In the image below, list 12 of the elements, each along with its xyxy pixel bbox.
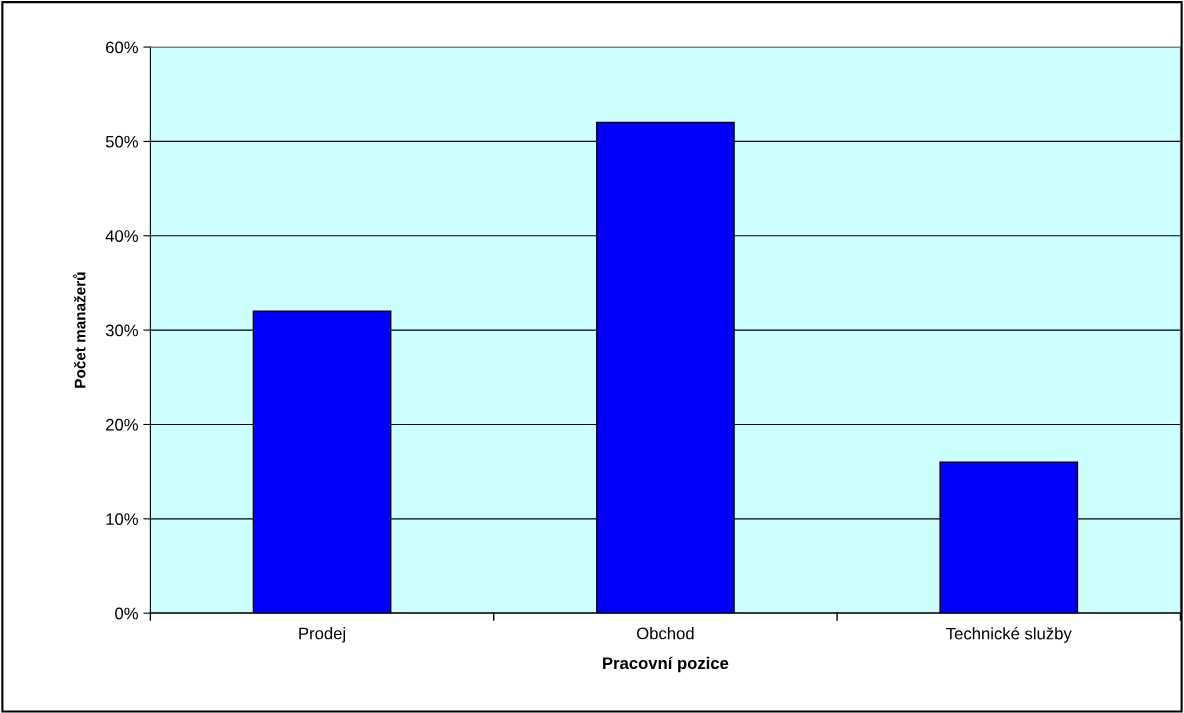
y-tick-label: 10% (106, 513, 138, 526)
x-tick-label: Technické služby (946, 627, 1072, 643)
y-tick-label: 50% (105, 135, 138, 148)
y-tick-label: 30% (105, 324, 138, 337)
y-tick-label: 60% (106, 41, 138, 54)
x-tick-label: Obchod (637, 627, 694, 640)
y-tick-label: 0% (115, 607, 138, 620)
y-tick-label: 40% (105, 230, 138, 242)
y-tick-label: 20% (106, 418, 138, 431)
y-axis-title: Počet manažerů (73, 272, 86, 388)
x-tick-label: Prodej (299, 627, 346, 643)
x-axis-title: Pracovní pozice (603, 656, 729, 673)
